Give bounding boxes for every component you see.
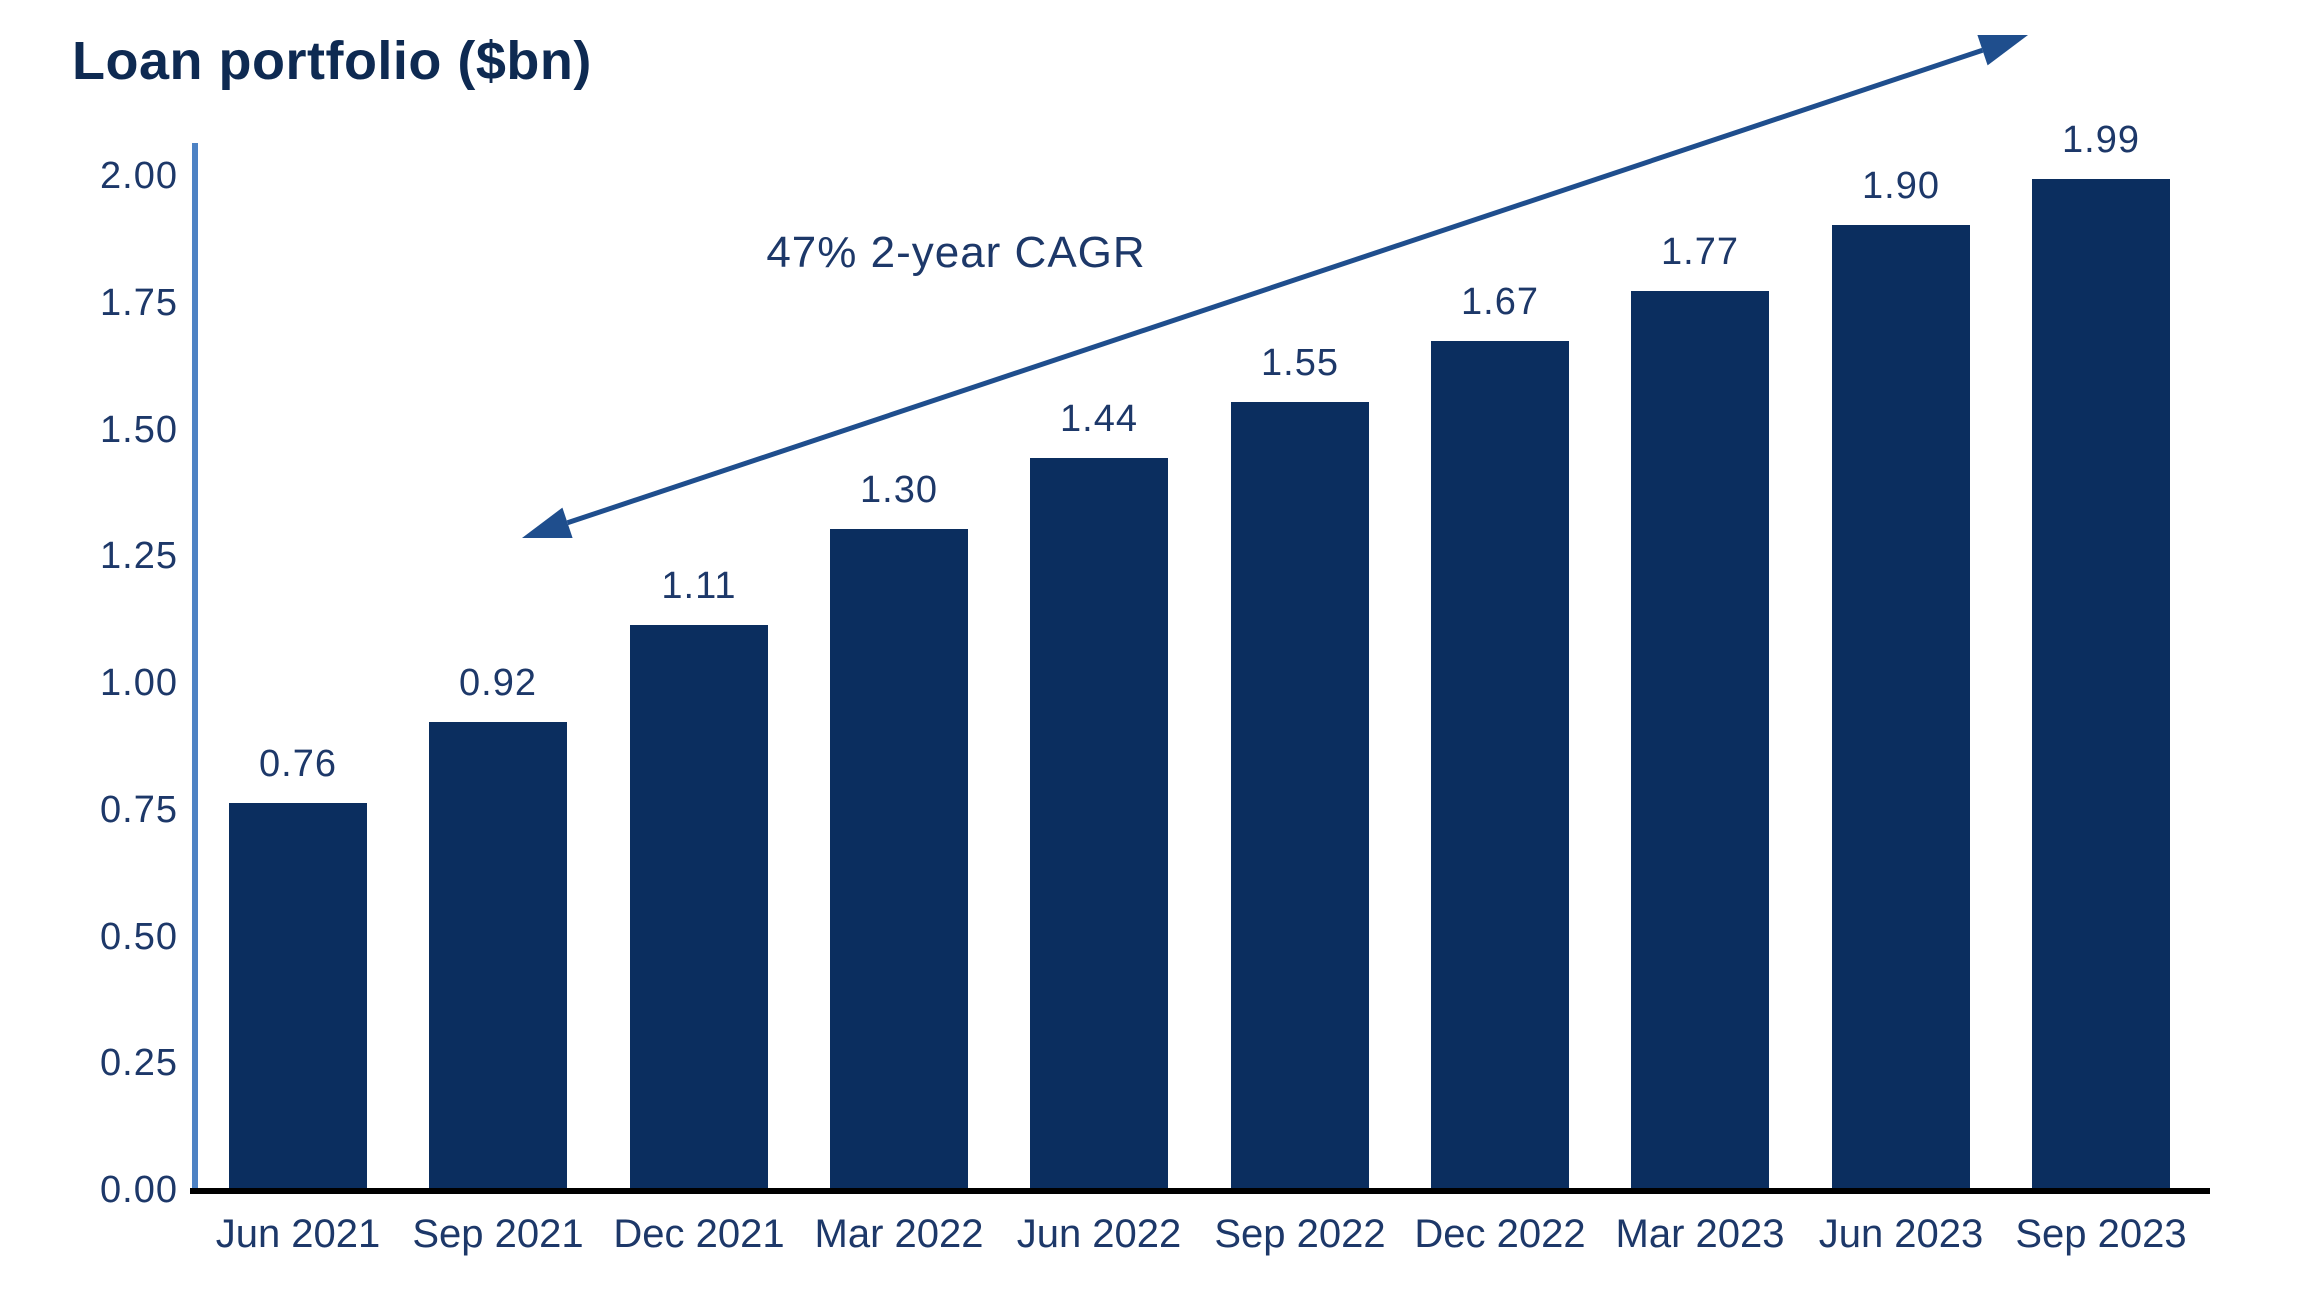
bar-value-label: 1.99 xyxy=(2062,119,2140,161)
arrow-up-right-arrowhead-icon xyxy=(1977,35,2028,66)
y-axis-tick-label: 0.75 xyxy=(100,788,178,831)
y-axis-tick-label: 1.50 xyxy=(100,408,178,451)
arrow-down-left-arrowhead-icon xyxy=(522,507,573,538)
y-axis-tick-label: 1.25 xyxy=(100,535,178,578)
bar-Mar 2022 xyxy=(830,529,968,1188)
x-axis-category-label: Sep 2022 xyxy=(1214,1212,1386,1256)
bar-value-label: 1.77 xyxy=(1661,231,1739,273)
cagr-annotation: 47% 2-year CAGR xyxy=(766,228,1146,277)
bar-value-label: 1.30 xyxy=(860,469,938,511)
x-axis-category-label: Jun 2023 xyxy=(1818,1212,1984,1256)
bar-Sep 2021 xyxy=(429,722,567,1188)
chart-title: Loan portfolio ($bn) xyxy=(72,31,592,91)
bar-value-label: 0.92 xyxy=(459,662,537,704)
bar-Dec 2021 xyxy=(630,625,768,1188)
bar-Sep 2022 xyxy=(1231,402,1369,1188)
x-axis-line xyxy=(190,1188,2210,1194)
x-axis-category-label: Mar 2022 xyxy=(814,1212,984,1256)
y-axis-tick-label: 1.75 xyxy=(100,281,178,324)
y-axis-tick-label: 2.00 xyxy=(100,155,178,197)
bar-value-label: 0.76 xyxy=(259,743,337,785)
y-axis-tick-label: 0.25 xyxy=(100,1042,178,1085)
bar-value-label: 1.90 xyxy=(1862,165,1940,207)
x-axis-category-label: Dec 2022 xyxy=(1414,1212,1586,1256)
y-axis-tick-label: 0.00 xyxy=(100,1169,178,1211)
bar-Jun 2021 xyxy=(229,803,367,1188)
bar-value-label: 1.44 xyxy=(1060,398,1138,440)
y-axis-tick-label: 1.00 xyxy=(100,662,178,704)
x-axis-category-label: Sep 2021 xyxy=(412,1212,584,1256)
x-axis-category-label: Jun 2021 xyxy=(215,1212,381,1256)
y-axis-tick-label: 0.50 xyxy=(100,915,178,958)
bar-Dec 2022 xyxy=(1431,341,1569,1188)
x-axis-category-label: Jun 2022 xyxy=(1016,1212,1182,1256)
y-axis-line xyxy=(192,143,198,1190)
bar-Jun 2022 xyxy=(1030,458,1168,1188)
x-axis-category-label: Sep 2023 xyxy=(2015,1212,2187,1256)
bar-Jun 2023 xyxy=(1832,225,1970,1188)
x-axis-category-label: Mar 2023 xyxy=(1615,1212,1785,1256)
bar-Mar 2023 xyxy=(1631,291,1769,1188)
bar-value-label: 1.67 xyxy=(1461,281,1539,323)
bar-value-label: 1.55 xyxy=(1261,342,1339,384)
x-axis-category-label: Dec 2021 xyxy=(613,1212,785,1256)
bar-Sep 2023 xyxy=(2032,179,2170,1188)
bar-value-label: 1.11 xyxy=(661,565,737,607)
